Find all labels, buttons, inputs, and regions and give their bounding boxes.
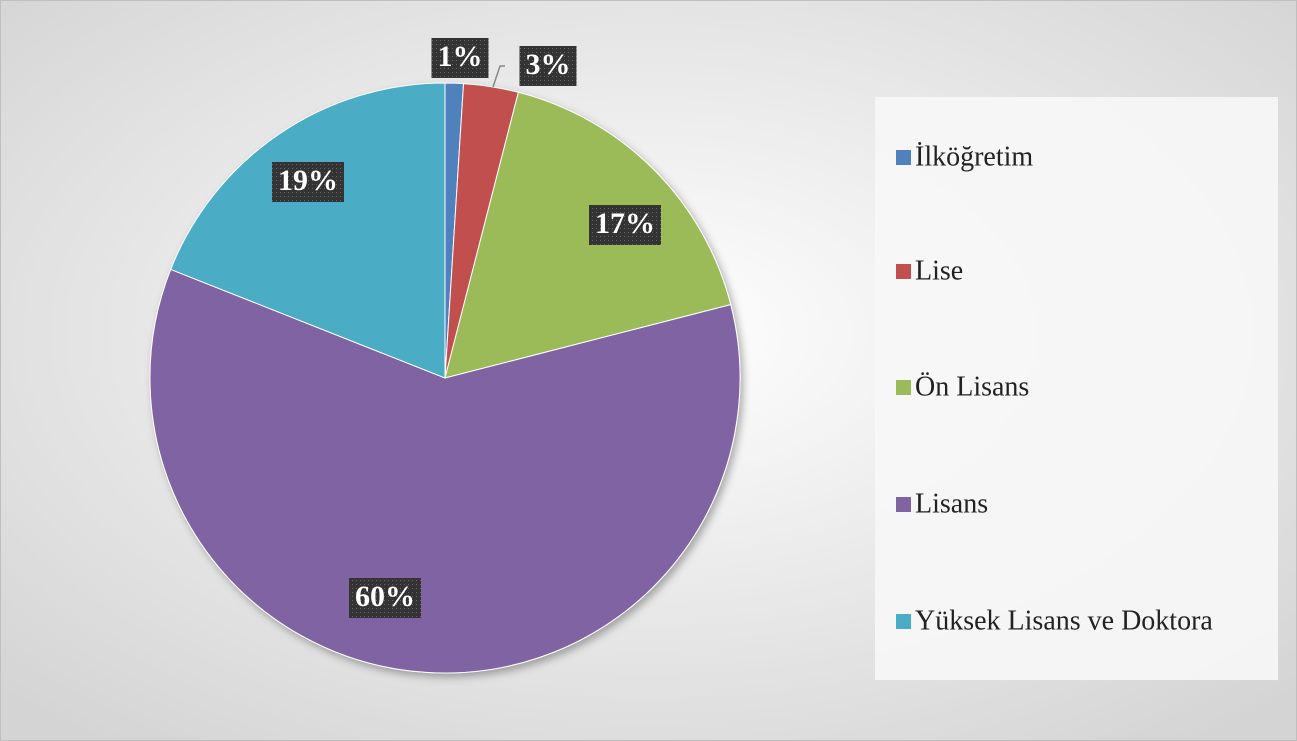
data-label-box xyxy=(519,46,577,86)
legend-label: Lisans xyxy=(915,488,988,519)
legend-label: İlköğretim xyxy=(915,141,1033,172)
legend-label: Lise xyxy=(915,255,963,286)
legend-swatch xyxy=(896,150,911,165)
pie-slice xyxy=(170,82,446,379)
legend-label: Ön Lisans xyxy=(915,371,1029,402)
leader-line xyxy=(492,65,505,88)
data-label-box xyxy=(272,162,344,202)
pie xyxy=(149,82,741,674)
data-label: 1% xyxy=(438,40,483,73)
pie-slice xyxy=(444,91,732,379)
legend-swatch xyxy=(896,614,911,629)
data-label-box xyxy=(431,38,489,78)
data-label: 17% xyxy=(595,207,655,240)
legend-box xyxy=(875,97,1278,680)
pie-slice xyxy=(149,268,741,674)
legend-swatch xyxy=(896,264,911,279)
data-label-box xyxy=(349,578,421,618)
data-label-box xyxy=(589,205,661,245)
data-label: 19% xyxy=(278,164,338,197)
legend-swatch xyxy=(896,497,911,512)
data-label: 60% xyxy=(355,580,415,613)
data-label: 3% xyxy=(526,48,571,81)
legend-swatch xyxy=(896,380,911,395)
legend-label: Yüksek Lisans ve Doktora xyxy=(915,605,1213,636)
